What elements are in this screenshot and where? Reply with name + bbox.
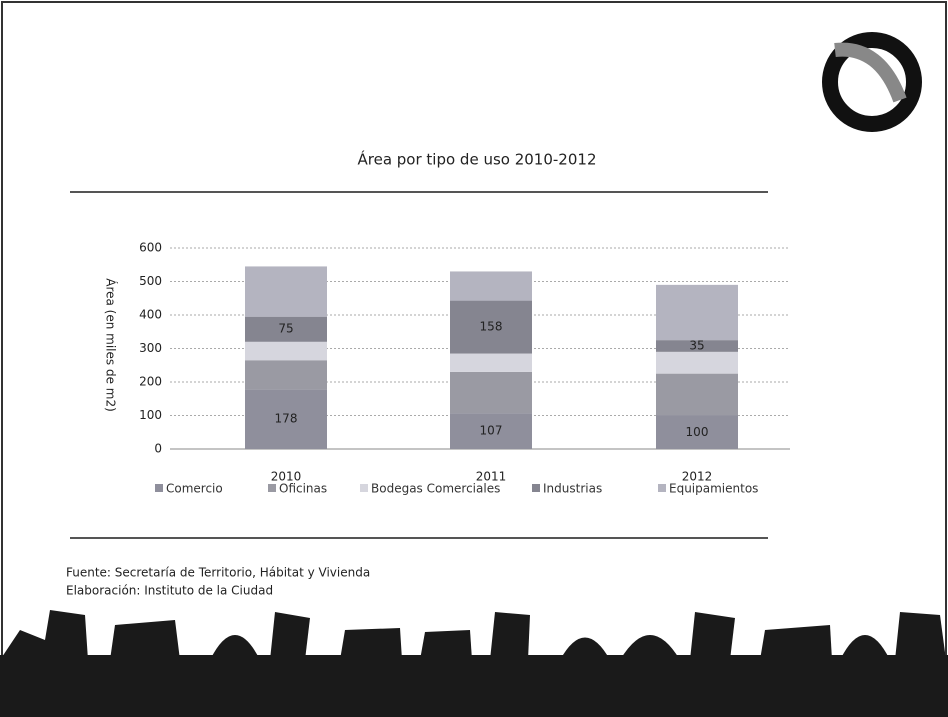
y-tick-label: 200 (139, 375, 162, 389)
data-label: 178 (275, 412, 298, 426)
bar-segment (245, 266, 327, 317)
bar-segment (656, 415, 738, 449)
city-silhouette (0, 610, 948, 717)
legend-swatch (532, 484, 540, 492)
bar-segment (656, 351, 738, 374)
bar-segment (656, 284, 738, 341)
bar-segment (450, 413, 532, 449)
legend-swatch (268, 484, 276, 492)
chart-title: Área por tipo de uso 2010-2012 (358, 150, 597, 169)
bar-segment (245, 389, 327, 449)
bar-segment (245, 360, 327, 390)
bar-segment (450, 353, 532, 372)
legend-swatch (360, 484, 368, 492)
logo (822, 32, 922, 132)
y-tick-label: 300 (139, 341, 162, 355)
x-tick-label: 2012 (682, 470, 713, 484)
bar-segment (450, 300, 532, 354)
legend-label: Bodegas Comerciales (371, 482, 500, 496)
data-label: 75 (278, 322, 293, 336)
legend-label: Comercio (166, 482, 223, 496)
legend-label: Industrias (543, 482, 602, 496)
data-label: 158 (480, 320, 503, 334)
bar-segment (450, 371, 532, 414)
y-axis-label: Área (en miles de m2) (104, 278, 119, 412)
y-tick-label: 0 (154, 442, 162, 456)
y-tick-label: 400 (139, 308, 162, 322)
bar-segment (450, 271, 532, 301)
legend-swatch (155, 484, 163, 492)
data-label: 35 (689, 338, 704, 352)
credit: Elaboración: Instituto de la Ciudad (66, 584, 273, 598)
legend-label: Oficinas (279, 482, 327, 496)
y-tick-label: 600 (139, 241, 162, 255)
x-tick-label: 2011 (476, 470, 507, 484)
bar-segment (656, 373, 738, 416)
bar-segment (245, 341, 327, 361)
source: Fuente: Secretaría de Territorio, Hábita… (66, 566, 370, 580)
x-tick-label: 2010 (271, 470, 302, 484)
bar-segment (656, 340, 738, 352)
bar-segment (245, 316, 327, 342)
data-label: 100 (686, 425, 709, 439)
y-tick-label: 100 (139, 408, 162, 422)
data-label: 107 (480, 424, 503, 438)
legend-label: Equipamientos (669, 482, 758, 496)
y-tick-label: 500 (139, 274, 162, 288)
legend-swatch (658, 484, 666, 492)
